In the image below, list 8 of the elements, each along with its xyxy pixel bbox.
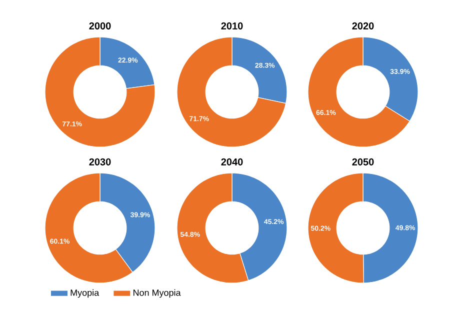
- chart-title: 2050: [352, 158, 374, 166]
- chart-title: 2000: [89, 22, 111, 30]
- chart-title: 2040: [221, 158, 243, 166]
- chart-title: 2010: [221, 22, 243, 30]
- chart-title: 2020: [352, 22, 374, 30]
- chart-title: 2030: [89, 158, 111, 166]
- legend-label: Myopia: [70, 289, 100, 298]
- legend-label: Non Myopia: [134, 289, 181, 298]
